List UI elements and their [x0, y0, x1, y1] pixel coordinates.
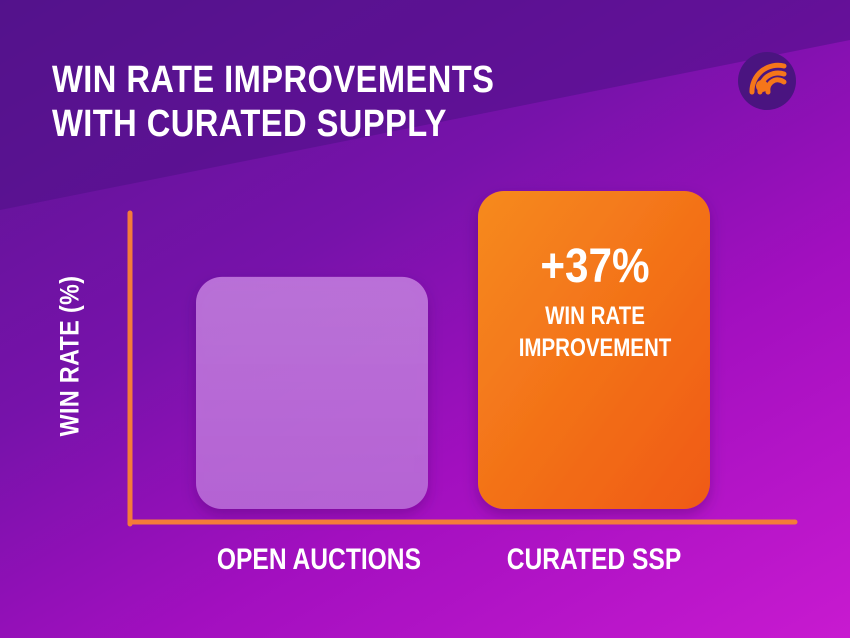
- x-tick-label-curated-ssp: CURATED SSP: [506, 543, 682, 576]
- improvement-description: WIN RATE IMPROVEMENT: [501, 300, 690, 364]
- bar-open-auctions: [196, 276, 428, 509]
- improvement-description-line-2: IMPROVEMENT: [518, 334, 672, 362]
- x-tick-label-open-auctions: OPEN AUCTIONS: [216, 543, 421, 576]
- orange-signal-logo-icon: [738, 52, 796, 110]
- bar-curated-ssp: [478, 191, 710, 509]
- chart-title-line-2: WITH CURATED SUPPLY: [52, 103, 447, 145]
- improvement-description-line-1: WIN RATE: [545, 302, 645, 330]
- improvement-value-label: +37%: [540, 240, 650, 293]
- chart-title-line-1: WIN RATE IMPROVEMENTS: [52, 59, 495, 101]
- chart-title: WIN RATE IMPROVEMENTS WITH CURATED SUPPL…: [52, 58, 494, 146]
